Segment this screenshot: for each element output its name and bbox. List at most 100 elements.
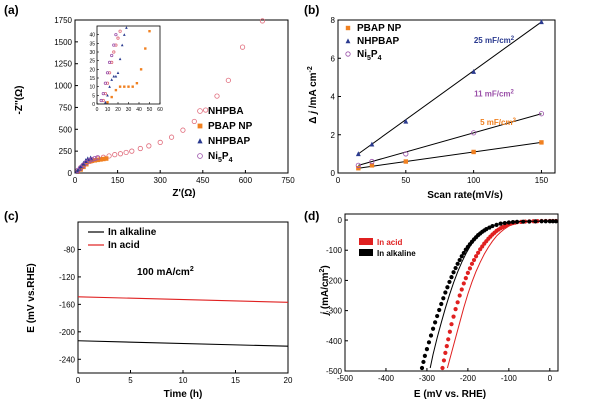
data-point-in-acid <box>455 300 460 305</box>
data-point-nhpbap <box>471 68 477 74</box>
data-point-pbap-np <box>403 159 409 164</box>
data-point-in-acid <box>463 276 468 281</box>
y-tick-label-a: 750 <box>59 103 73 112</box>
data-point-in-acid <box>496 227 501 232</box>
data-point-in-alkaline <box>428 333 434 338</box>
series-line-in-alkaline <box>77 340 289 347</box>
inset-y-tick-label: 25 <box>89 59 95 65</box>
data-point-nhpbap <box>539 19 544 25</box>
series-line-in-alkaline <box>429 220 556 369</box>
inset-data-point <box>116 71 120 74</box>
fit-line-pbap-np <box>358 141 542 169</box>
plot-frame-d <box>344 213 559 372</box>
data-point-pbap-np <box>104 156 109 161</box>
axis-label-x-b: Scan rate(mV/s) <box>427 190 503 201</box>
data-point-in-acid <box>447 329 452 334</box>
inset-data-point <box>118 57 122 61</box>
data-point-in-alkaline <box>430 326 436 331</box>
legend-label-b: Ni5P4 <box>357 49 382 62</box>
inset-data-point <box>112 50 116 54</box>
legend-swatch-d <box>359 238 373 245</box>
data-point-nhpba <box>112 152 118 158</box>
inset-frame <box>96 25 161 105</box>
inset-data-point <box>114 33 118 37</box>
y-tick-label-b: 2 <box>331 131 336 140</box>
axis-label-y-d: j (mA/cm2) <box>319 265 331 316</box>
data-point-nhpba <box>214 93 220 99</box>
data-point-in-acid <box>473 254 479 259</box>
plot-c: 0 5 10 15 20 -80 -120 -160 -200 -240 In alkaline In… <box>59 221 293 385</box>
data-point-in-acid <box>441 358 447 363</box>
data-point-ni5p4 <box>471 130 477 136</box>
fit-line-nhpbap <box>358 21 542 155</box>
legend-marker-a <box>197 138 203 144</box>
x-tick-label-c: 20 <box>284 376 293 385</box>
data-point-in-acid <box>440 365 445 371</box>
x-tick-label-c: 5 <box>128 376 133 385</box>
legend-label-b: PBAP NP <box>357 23 402 34</box>
data-point-ni5p4 <box>95 155 101 161</box>
inset-x-tick-label: 10 <box>105 107 111 113</box>
data-point-nhpba <box>239 44 246 50</box>
x-tick-label-b: 100 <box>467 176 481 185</box>
legend-label-c: In alkaline <box>108 227 157 238</box>
legend-label-b: NHPBAP <box>357 36 400 47</box>
x-tick-label-a: 600 <box>239 176 253 185</box>
y-tick-label-d: 0 <box>338 216 343 225</box>
x-tick-label-a: 300 <box>154 176 168 185</box>
data-point-nhpbap <box>403 118 409 124</box>
data-point-in-acid <box>459 287 464 292</box>
data-point-in-acid <box>446 337 451 342</box>
data-point-nhpba <box>259 18 266 24</box>
x-tick-label-a: 450 <box>196 176 210 185</box>
data-point-in-alkaline <box>422 353 427 359</box>
inset-y-tick-label: 0 <box>92 102 95 108</box>
inset-data-point <box>127 85 130 88</box>
y-tick-label-d: -400 <box>326 337 343 346</box>
data-point-in-acid <box>492 230 497 235</box>
data-point-in-alkaline <box>461 250 466 256</box>
y-tick-label-b: 6 <box>331 54 336 63</box>
data-point-in-acid <box>444 343 449 349</box>
legend-marker-a <box>197 123 203 129</box>
inset-plot-a: 0 10 20 30 40 50 60 0 5 10 15 20 25 30 35 40 <box>89 25 163 113</box>
data-point-in-acid <box>469 261 475 266</box>
data-point-nhpba <box>146 143 152 149</box>
x-tick-label-b: 50 <box>401 176 410 185</box>
data-point-ni5p4 <box>538 111 545 117</box>
data-point-pbap-np <box>89 158 95 163</box>
inset-y-tick-label: 20 <box>89 67 95 73</box>
data-point-ni5p4 <box>92 155 98 162</box>
legend-label-a: NHPBAP <box>208 136 251 147</box>
y-tick-label-b: 0 <box>331 169 336 178</box>
data-point-pbap-np <box>92 158 98 163</box>
legend-label-d: In alkaline <box>377 249 416 258</box>
inset-data-point <box>135 82 139 85</box>
data-point-in-acid <box>449 322 454 327</box>
data-point-ni5p4 <box>75 167 81 173</box>
legend-label-a: NHPBA <box>208 106 244 117</box>
y-tick-label-d: -100 <box>326 246 343 255</box>
y-tick-label-d: -200 <box>326 276 343 285</box>
data-point-in-alkaline <box>453 265 458 271</box>
data-point-in-alkaline <box>455 261 460 266</box>
inset-y-tick-label: 30 <box>89 50 95 56</box>
x-tick-label-a: 750 <box>281 176 295 185</box>
legend-label-a: PBAP NP <box>208 121 253 132</box>
x-tick-label-c: 10 <box>179 376 188 385</box>
slope-annotation: 25 mF/cm2 <box>474 36 515 45</box>
x-tick-label-a: 150 <box>111 176 125 185</box>
data-point-in-alkaline <box>459 254 464 259</box>
data-point-pbap-np <box>87 159 92 164</box>
panel-label-b: (b) <box>304 3 319 17</box>
data-point-pbap-np <box>356 166 361 171</box>
x-tick-label-c: 0 <box>76 376 81 385</box>
inset-y-tick-label: 5 <box>92 93 95 99</box>
inset-data-point <box>114 74 118 78</box>
y-tick-label-a: 1250 <box>54 60 72 69</box>
data-point-ni5p4 <box>403 151 409 157</box>
y-tick-label-a: 1500 <box>54 38 72 47</box>
inset-data-point <box>101 92 105 96</box>
plot-a: 0 150 300 450 600 750025050075010001250150017… <box>54 16 295 185</box>
